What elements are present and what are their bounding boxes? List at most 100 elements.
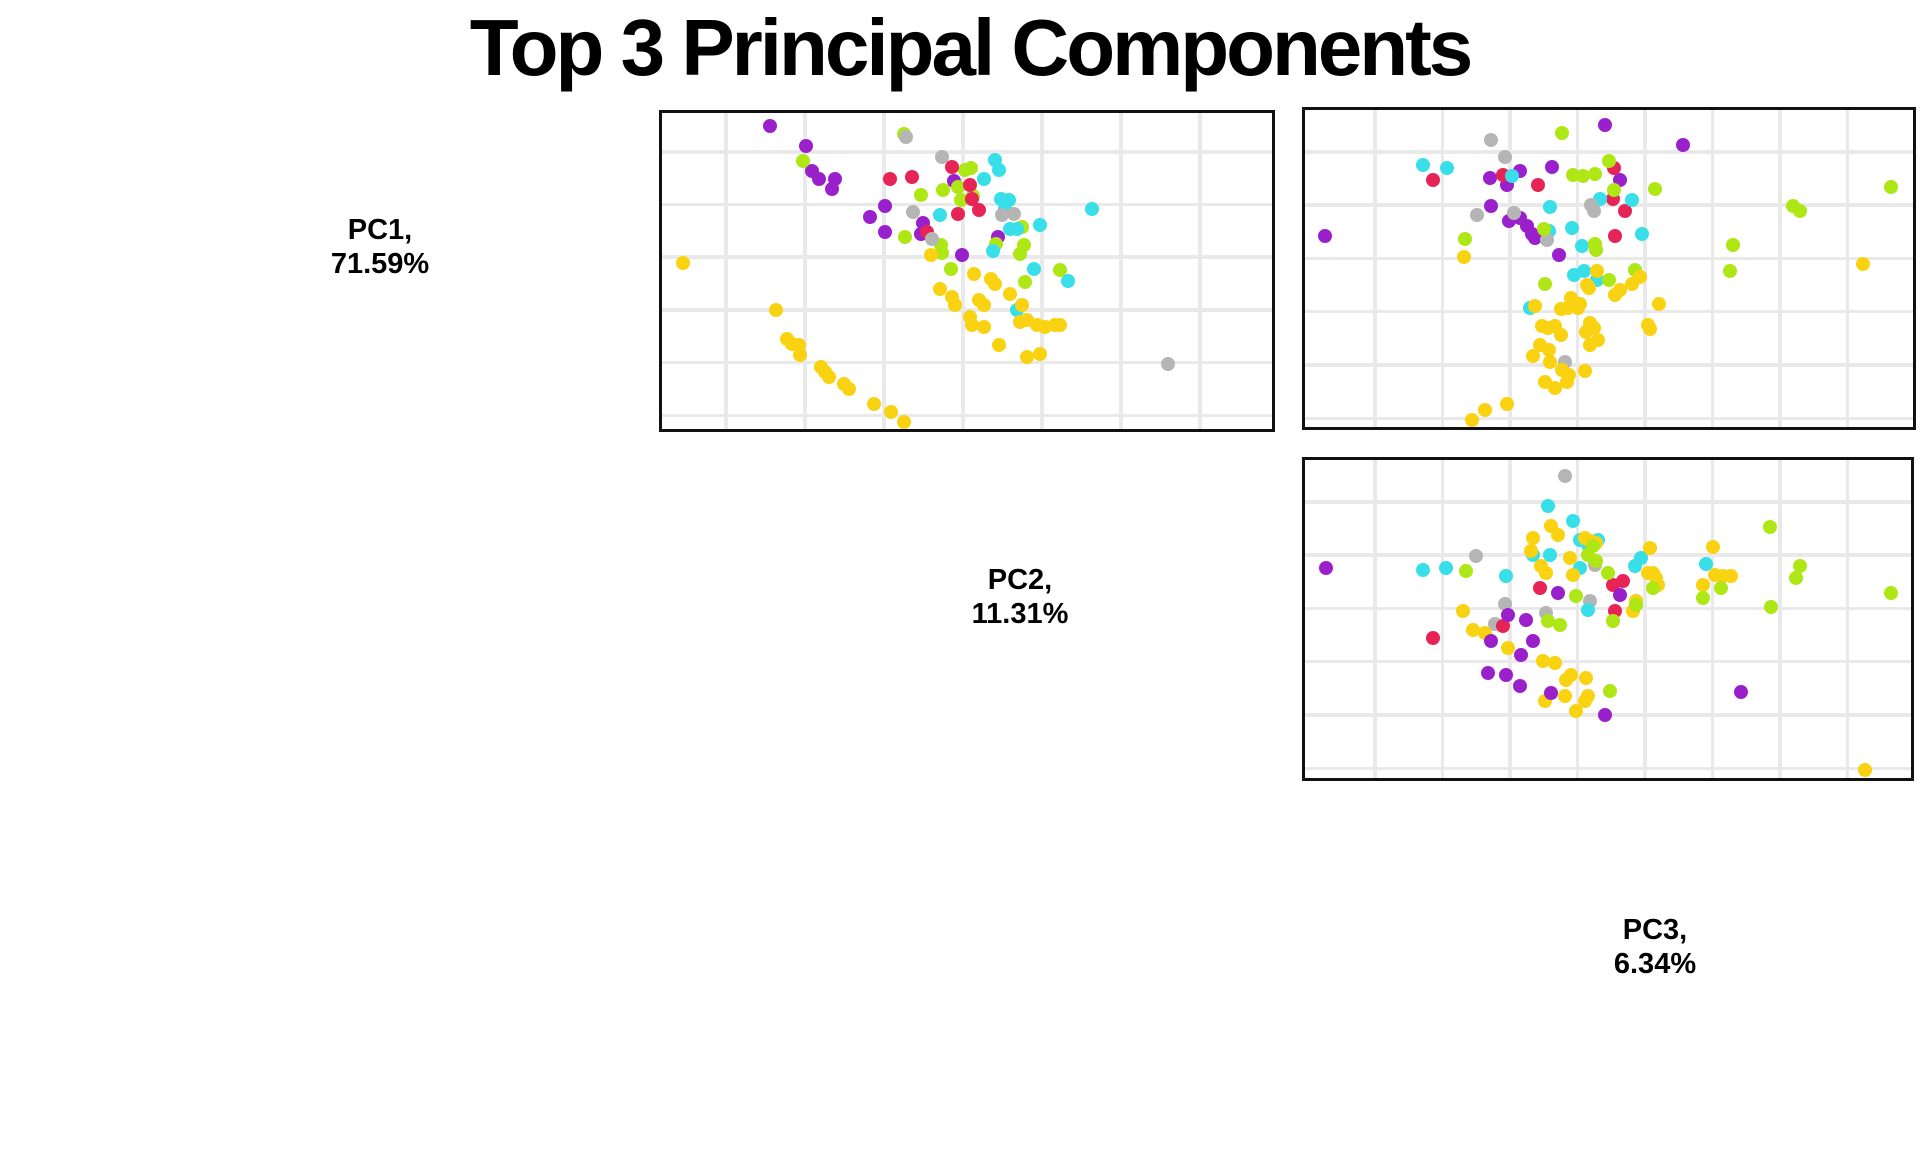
data-point-yellow-green [1588, 167, 1602, 181]
data-point-gray [1498, 597, 1512, 611]
data-point-cyan [1566, 514, 1580, 528]
data-point-gray [1498, 150, 1512, 164]
data-point-yellow-green [914, 188, 928, 202]
data-point-cyan [1033, 218, 1047, 232]
horizontal-gridline [1305, 363, 1913, 367]
vertical-gridline [1373, 110, 1377, 427]
data-point-yellow-green [936, 183, 950, 197]
data-point-gold [867, 397, 881, 411]
data-point-crimson [1496, 619, 1510, 633]
data-point-gold [1566, 568, 1580, 582]
data-point-cyan [1505, 169, 1519, 183]
data-point-cyan [1575, 239, 1589, 253]
data-point-yellow-green [1764, 600, 1778, 614]
data-point-cyan [933, 208, 947, 222]
data-point-gold [1524, 544, 1538, 558]
data-point-gold [1526, 531, 1540, 545]
data-point-gold [1579, 671, 1593, 685]
data-point-yellow-green [1696, 591, 1710, 605]
data-point-gold [1560, 375, 1574, 389]
pc3-diagonal-label: PC3, 6.34% [1505, 913, 1805, 981]
horizontal-gridline [1305, 659, 1911, 664]
data-point-yellow-green [954, 193, 968, 207]
vertical-gridline [724, 113, 728, 429]
data-point-crimson [1531, 178, 1545, 192]
horizontal-gridline [1305, 416, 1913, 420]
pc2-diagonal-label: PC2, 11.31% [870, 563, 1170, 631]
data-point-gold [1501, 641, 1515, 655]
data-point-yellow-green [1789, 571, 1803, 585]
data-point-purple [878, 199, 892, 213]
data-point-purple [812, 172, 826, 186]
data-point-purple [955, 248, 969, 262]
vertical-gridline [1198, 113, 1202, 429]
data-point-gold [1033, 347, 1047, 361]
data-point-cyan [1061, 274, 1075, 288]
data-point-gray [1161, 357, 1175, 371]
vertical-gridline [1710, 110, 1714, 427]
data-point-gold [1625, 277, 1639, 291]
data-point-yellow-green [1459, 564, 1473, 578]
data-point-gold [1466, 623, 1480, 637]
data-point-gold [1696, 578, 1710, 592]
data-point-gray [899, 130, 913, 144]
horizontal-gridline [1305, 500, 1911, 504]
data-point-cyan [1635, 227, 1649, 241]
data-point-gold [1724, 569, 1738, 583]
data-point-yellow-green [796, 154, 810, 168]
data-point-gold [967, 267, 981, 281]
data-point-gold [1539, 566, 1553, 580]
data-point-yellow-green [1537, 222, 1551, 236]
data-point-purple [1501, 608, 1515, 622]
data-point-cyan [1416, 563, 1430, 577]
data-point-yellow-green [1714, 581, 1728, 595]
data-point-gold [1706, 540, 1720, 554]
data-point-yellow-green [1884, 586, 1898, 600]
vertical-gridline [1845, 460, 1849, 778]
data-point-yellow-green [1553, 618, 1567, 632]
data-point-gold [884, 405, 898, 419]
horizontal-gridline [1305, 766, 1911, 770]
data-point-crimson [965, 192, 979, 206]
horizontal-gridline [1305, 256, 1913, 261]
horizontal-gridline [662, 360, 1272, 365]
data-point-gold [933, 282, 947, 296]
data-point-cyan [992, 163, 1006, 177]
data-point-yellow-green [1646, 581, 1660, 595]
data-point-gray [935, 150, 949, 164]
scatter-panel-pc1-vs-pc2 [659, 110, 1275, 432]
data-point-gray [1587, 204, 1601, 218]
data-point-gold [1526, 349, 1540, 363]
data-point-purple [1551, 586, 1565, 600]
data-point-yellow-green [951, 180, 965, 194]
data-point-purple [1734, 685, 1748, 699]
data-point-gold [977, 320, 991, 334]
data-point-gray [995, 208, 1009, 222]
vertical-gridline [882, 113, 886, 429]
data-point-cyan [1027, 262, 1041, 276]
data-point-gray [906, 205, 920, 219]
data-point-gold [1478, 403, 1492, 417]
data-point-purple [1514, 648, 1528, 662]
data-point-crimson [1426, 631, 1440, 645]
vertical-gridline [1710, 460, 1714, 778]
vertical-gridline [1440, 460, 1444, 778]
data-point-crimson [972, 203, 986, 217]
data-point-gold [1551, 528, 1565, 542]
data-point-gold [1020, 350, 1034, 364]
vertical-gridline [961, 113, 965, 429]
data-point-yellow-green [1723, 264, 1737, 278]
data-point-gold [822, 370, 836, 384]
pc2-label-line1: PC2, [987, 564, 1053, 596]
data-point-yellow-green [1763, 520, 1777, 534]
data-point-purple [1319, 561, 1333, 575]
data-point-gold [1548, 656, 1562, 670]
data-point-gold [1643, 541, 1657, 555]
data-point-gold [1564, 668, 1578, 682]
data-point-gold [1542, 343, 1556, 357]
data-point-purple [1483, 171, 1497, 185]
figure-title: Top 3 Principal Components [469, 3, 1474, 92]
data-point-gold [793, 348, 807, 362]
data-point-cyan [977, 172, 991, 186]
data-point-gold [1579, 325, 1593, 339]
